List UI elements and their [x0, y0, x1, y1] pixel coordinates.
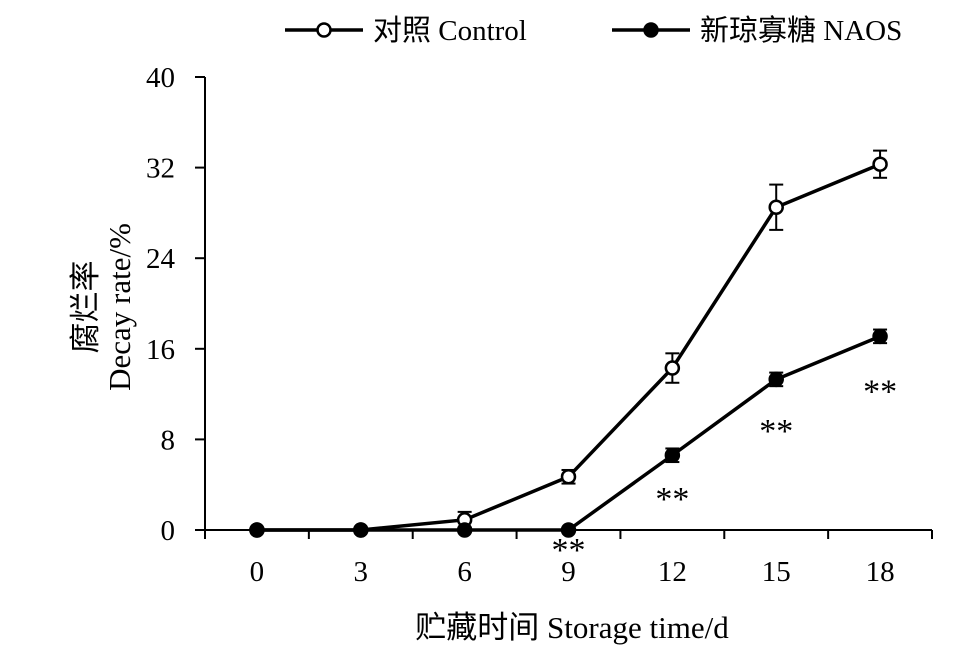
legend-label: 对照 Control [373, 14, 527, 47]
x-tick-label: 3 [354, 556, 369, 588]
y-tick-label: 0 [161, 515, 176, 547]
legend: 对照 Control 新琼寡糖 NAOS [285, 14, 902, 47]
y-axis-label-en: Decay rate/% [102, 223, 137, 391]
plot-area: ** ** ** ** [249, 149, 897, 569]
x-tick-label: 0 [250, 556, 265, 588]
significance-marker: ** [655, 481, 689, 518]
data-point [768, 199, 784, 215]
series-0 [249, 149, 888, 538]
legend-marker [643, 22, 659, 38]
y-tick-label: 8 [161, 424, 176, 456]
data-point [456, 522, 473, 538]
x-tick-label: 15 [762, 556, 791, 588]
data-point [872, 328, 888, 345]
x-axis-label: 贮藏时间 Storage time/d [415, 610, 729, 645]
data-point [768, 371, 784, 388]
data-point [249, 522, 265, 538]
y-axis-label-cn: 腐烂率 [68, 261, 103, 354]
series-1 [249, 328, 888, 538]
significance-marker: ** [552, 532, 586, 569]
significance-marker: ** [863, 373, 897, 410]
data-point [872, 156, 888, 172]
axes: 0 8 16 24 32 40 0 3 6 9 12 15 18 [146, 62, 933, 588]
x-tick-label: 6 [457, 556, 472, 588]
data-point [353, 522, 369, 538]
x-tick-label: 18 [866, 556, 895, 588]
data-point [560, 469, 577, 485]
legend-marker [316, 22, 332, 38]
x-tick-label: 9 [561, 556, 576, 588]
y-tick-label: 40 [146, 62, 175, 94]
data-point [664, 447, 681, 464]
y-tick-label: 32 [146, 153, 175, 185]
legend-label: 新琼寡糖 NAOS [700, 14, 902, 47]
x-tick-label: 12 [658, 556, 687, 588]
data-point [560, 522, 577, 538]
y-tick-label: 24 [146, 243, 176, 275]
significance-marker: ** [759, 413, 793, 450]
data-point [664, 360, 681, 376]
y-tick-label: 16 [146, 334, 175, 366]
